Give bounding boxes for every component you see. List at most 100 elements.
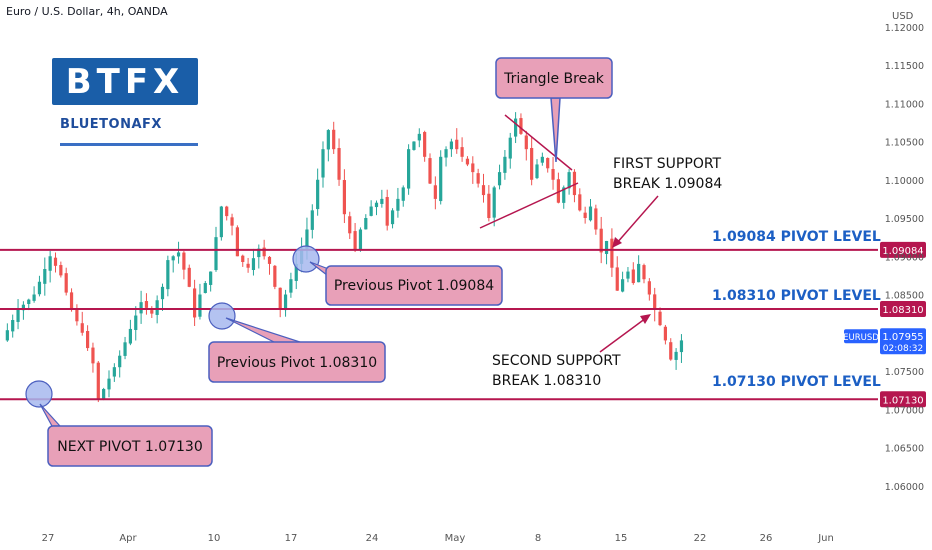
- candle[interactable]: [615, 256, 619, 291]
- candle[interactable]: [246, 257, 250, 273]
- candle[interactable]: [171, 255, 175, 273]
- candle[interactable]: [390, 208, 395, 229]
- candle[interactable]: [43, 257, 47, 296]
- candle[interactable]: [487, 185, 491, 222]
- candle[interactable]: [674, 348, 678, 370]
- prev-pivot-1-callout[interactable]: Previous Pivot 1.09084: [309, 261, 503, 306]
- candle[interactable]: [621, 271, 625, 293]
- candle[interactable]: [273, 264, 277, 290]
- candle[interactable]: [257, 244, 261, 269]
- candle[interactable]: [647, 278, 651, 301]
- candle[interactable]: [86, 325, 90, 351]
- candle[interactable]: [358, 227, 363, 252]
- candle[interactable]: [321, 141, 325, 188]
- candle[interactable]: [326, 129, 330, 162]
- candle[interactable]: [37, 275, 42, 297]
- candle[interactable]: [150, 306, 154, 319]
- candle[interactable]: [118, 350, 122, 378]
- candle[interactable]: [332, 121, 336, 154]
- candle[interactable]: [209, 271, 213, 292]
- candle[interactable]: [578, 188, 582, 212]
- candle[interactable]: [519, 113, 523, 135]
- candle[interactable]: [514, 112, 518, 144]
- candle[interactable]: [556, 172, 560, 204]
- candle[interactable]: [123, 336, 127, 360]
- candle[interactable]: [465, 156, 470, 167]
- candle[interactable]: [59, 261, 63, 278]
- candle[interactable]: [283, 289, 288, 317]
- candle[interactable]: [198, 283, 202, 320]
- candle[interactable]: [653, 287, 657, 322]
- candle[interactable]: [476, 168, 480, 188]
- candle[interactable]: [428, 153, 432, 184]
- candle[interactable]: [80, 311, 84, 336]
- candle[interactable]: [380, 189, 384, 208]
- candle[interactable]: [316, 168, 320, 216]
- candle[interactable]: [524, 130, 528, 161]
- candle[interactable]: [241, 254, 245, 267]
- candle[interactable]: [374, 200, 379, 216]
- candle[interactable]: [423, 130, 427, 162]
- candle[interactable]: [75, 304, 79, 326]
- candle[interactable]: [267, 255, 272, 275]
- candle[interactable]: [225, 205, 229, 221]
- candle[interactable]: [449, 138, 453, 157]
- candle[interactable]: [546, 157, 550, 173]
- candle[interactable]: [396, 187, 400, 218]
- candle[interactable]: [407, 144, 411, 195]
- candle[interactable]: [176, 241, 181, 264]
- candle[interactable]: [594, 204, 598, 235]
- candle[interactable]: [16, 299, 20, 330]
- candle[interactable]: [342, 169, 346, 224]
- candle[interactable]: [128, 319, 132, 346]
- candle[interactable]: [481, 173, 486, 203]
- candle[interactable]: [503, 150, 507, 180]
- candle[interactable]: [588, 198, 593, 222]
- candle[interactable]: [348, 211, 352, 240]
- candle[interactable]: [631, 262, 635, 285]
- candle[interactable]: [417, 128, 421, 148]
- candle[interactable]: [637, 255, 641, 283]
- candle[interactable]: [310, 204, 314, 239]
- candle[interactable]: [401, 185, 405, 207]
- candle[interactable]: [251, 248, 256, 276]
- candle[interactable]: [679, 334, 684, 363]
- candle[interactable]: [369, 200, 373, 217]
- candle[interactable]: [508, 132, 512, 169]
- prev-pivot-2-callout[interactable]: Previous Pivot 1.08310: [208, 317, 386, 383]
- candle[interactable]: [530, 136, 534, 186]
- candle[interactable]: [497, 164, 502, 190]
- candle[interactable]: [583, 206, 587, 224]
- candle[interactable]: [540, 152, 544, 166]
- candle[interactable]: [492, 185, 496, 227]
- candle[interactable]: [289, 272, 293, 298]
- candle[interactable]: [460, 137, 464, 162]
- candle[interactable]: [32, 286, 36, 303]
- candle[interactable]: [235, 225, 239, 257]
- candle[interactable]: [53, 252, 58, 273]
- next-pivot-callout[interactable]: NEXT PIVOT 1.07130: [39, 403, 213, 467]
- candle[interactable]: [626, 267, 630, 283]
- triangle-break-callout[interactable]: Triangle Break: [495, 57, 613, 163]
- candle[interactable]: [669, 338, 673, 361]
- candle[interactable]: [139, 290, 143, 324]
- candle[interactable]: [385, 189, 389, 231]
- candle[interactable]: [604, 240, 609, 265]
- candle[interactable]: [444, 146, 448, 167]
- candle[interactable]: [551, 157, 555, 190]
- candle[interactable]: [567, 169, 571, 195]
- symbol-title[interactable]: Euro / U.S. Dollar, 4h, OANDA: [6, 5, 168, 18]
- candle[interactable]: [278, 287, 282, 318]
- candle[interactable]: [160, 283, 165, 311]
- candle[interactable]: [5, 323, 9, 342]
- candle[interactable]: [91, 342, 95, 373]
- candle[interactable]: [144, 293, 149, 315]
- candle[interactable]: [11, 314, 15, 338]
- candle[interactable]: [364, 214, 368, 230]
- candle[interactable]: [337, 138, 341, 186]
- candle[interactable]: [412, 141, 416, 151]
- candle[interactable]: [599, 216, 603, 264]
- candle[interactable]: [182, 251, 186, 280]
- candle[interactable]: [572, 169, 577, 203]
